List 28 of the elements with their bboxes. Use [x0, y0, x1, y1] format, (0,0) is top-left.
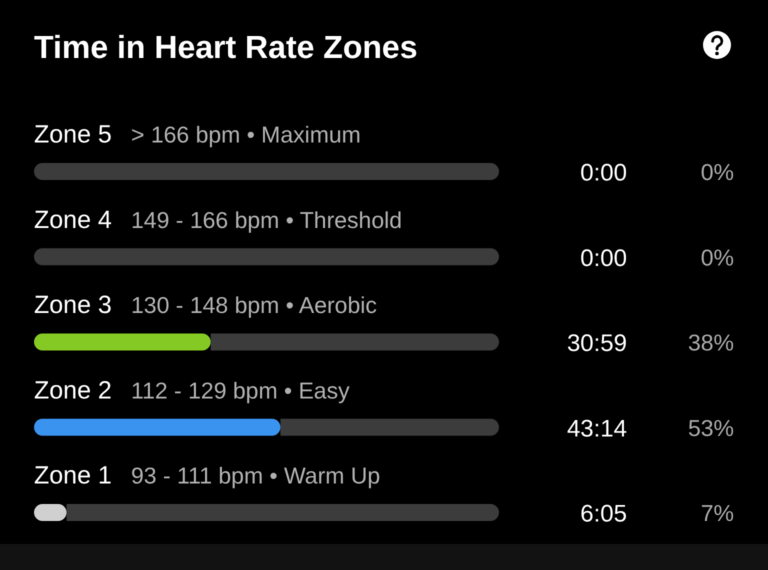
- text: 43:14: [566, 415, 627, 442]
- text: 0:00: [580, 244, 627, 272]
- data-label: 53%: [688, 414, 734, 441]
- text: 30:59: [566, 330, 627, 357]
- data-label: 38%: [688, 330, 734, 356]
- bar: [66, 504, 499, 521]
- annotation: 130 - 148 bpm • Aerobic: [131, 292, 377, 318]
- annotation: > 166 bpm • Maximum: [131, 122, 361, 148]
- bar: [280, 418, 499, 436]
- y-tick-label: Zone 1: [34, 462, 112, 490]
- y-tick-label: Zone 2: [34, 376, 112, 404]
- data-label: 0%: [700, 159, 734, 185]
- data-label: 7%: [700, 500, 734, 526]
- annotation: 93 - 111 bpm • Warm Up: [131, 462, 380, 488]
- y-tick-label: Zone 5: [34, 120, 112, 148]
- bar: [34, 163, 499, 180]
- chart-title: Time in Heart Rate Zones: [34, 29, 418, 65]
- bar: [34, 334, 211, 350]
- bar: [210, 334, 499, 350]
- text: 0:00: [580, 160, 627, 186]
- y-tick-label: Zone 3: [34, 291, 112, 319]
- y-tick-label: Zone 4: [34, 206, 112, 234]
- annotation: 112 - 129 bpm • Easy: [131, 377, 350, 404]
- text: 6:05: [580, 500, 627, 528]
- annotation: 149 - 166 bpm • Threshold: [131, 206, 402, 233]
- data-label: 0%: [700, 244, 734, 270]
- bar: [34, 248, 499, 266]
- bar: [34, 418, 280, 436]
